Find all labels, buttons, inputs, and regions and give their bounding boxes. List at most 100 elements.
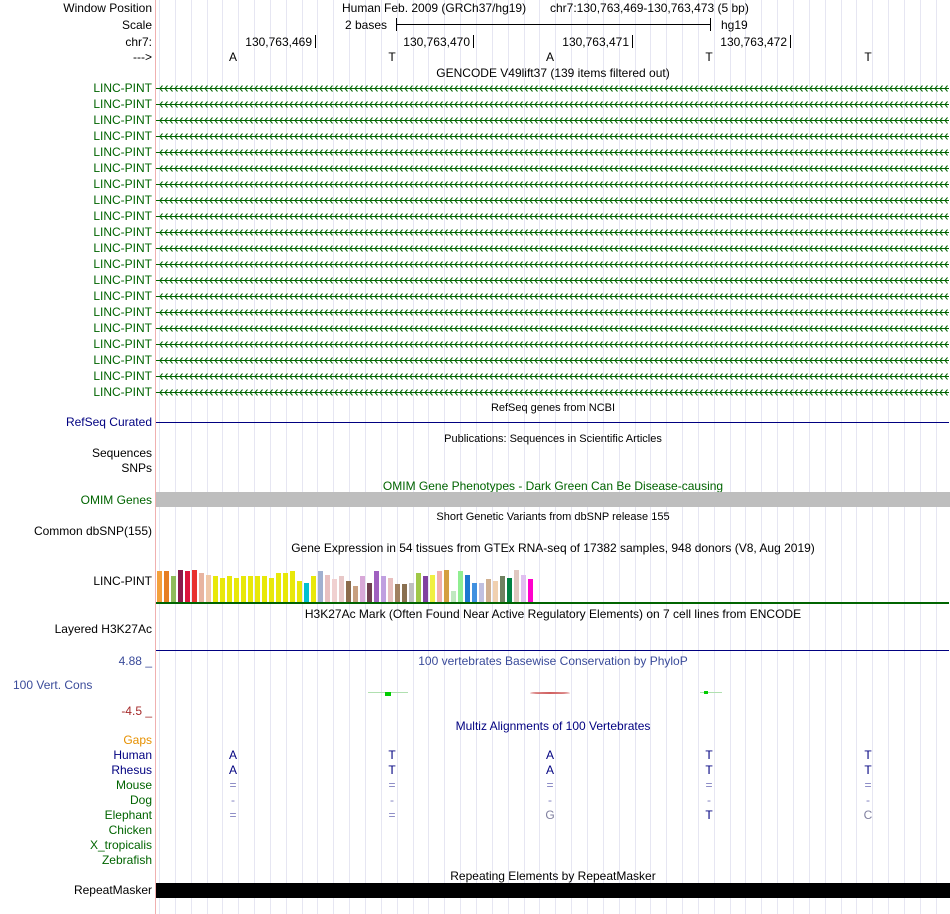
dbsnp-track-title[interactable]: Short Genetic Variants from dbSNP releas… — [436, 511, 670, 523]
gtex-tissue-bar[interactable] — [332, 579, 337, 602]
gtex-tissue-bar[interactable] — [493, 581, 498, 602]
gtex-tissue-bar[interactable] — [507, 578, 512, 602]
h3k27ac-track-title[interactable]: H3K27Ac Mark (Often Found Near Active Re… — [304, 607, 802, 621]
gtex-tissue-bar[interactable] — [192, 570, 197, 602]
gencode-gene-feature[interactable] — [156, 98, 949, 111]
gtex-tissue-bar[interactable] — [479, 583, 484, 602]
gtex-tissue-bar[interactable] — [353, 586, 358, 602]
gtex-tissue-bar[interactable] — [521, 575, 526, 602]
gencode-gene-label[interactable]: LINC-PINT — [93, 129, 152, 143]
gtex-tissue-bar[interactable] — [171, 576, 176, 602]
gtex-tissue-bar[interactable] — [451, 591, 456, 602]
gencode-gene-label[interactable]: LINC-PINT — [93, 145, 152, 159]
gencode-gene-feature[interactable] — [156, 130, 949, 143]
gencode-gene-label[interactable]: LINC-PINT — [93, 97, 152, 111]
gencode-gene-label[interactable]: LINC-PINT — [93, 241, 152, 255]
gencode-gene-feature[interactable] — [156, 210, 949, 223]
gencode-gene-feature[interactable] — [156, 162, 949, 175]
gencode-gene-feature[interactable] — [156, 290, 949, 303]
gtex-tissue-bar[interactable] — [290, 571, 295, 602]
gencode-gene-label[interactable]: LINC-PINT — [93, 177, 152, 191]
repeatmasker-label[interactable]: RepeatMasker — [73, 883, 152, 897]
gencode-gene-feature[interactable] — [156, 146, 949, 159]
dbsnp-label[interactable]: Common dbSNP(155) — [33, 524, 152, 538]
gtex-tissue-bar[interactable] — [500, 576, 505, 602]
gtex-tissue-bar[interactable] — [346, 581, 351, 602]
gtex-track-title[interactable]: Gene Expression in 54 tissues from GTEx … — [291, 541, 815, 555]
gtex-expression-bars[interactable] — [157, 556, 537, 602]
gtex-tissue-bar[interactable] — [318, 571, 323, 602]
gencode-gene-label[interactable]: LINC-PINT — [93, 161, 152, 175]
gtex-tissue-bar[interactable] — [227, 576, 232, 602]
gencode-gene-label[interactable]: LINC-PINT — [93, 209, 152, 223]
cons-label[interactable]: 100 Vert. Cons — [13, 678, 93, 692]
gtex-tissue-bar[interactable] — [255, 576, 260, 602]
repeatmasker-track-title[interactable]: Repeating Elements by RepeatMasker — [450, 869, 656, 883]
multiz-species-label[interactable]: X_tropicalis — [89, 838, 152, 852]
gtex-tissue-bar[interactable] — [437, 571, 442, 602]
gencode-gene-feature[interactable] — [156, 338, 949, 351]
gencode-gene-label[interactable]: LINC-PINT — [93, 257, 152, 271]
gtex-tissue-bar[interactable] — [514, 570, 519, 602]
gencode-gene-label[interactable]: LINC-PINT — [93, 289, 152, 303]
cons-track-title[interactable]: 100 vertebrates Basewise Conservation by… — [418, 654, 688, 668]
gencode-gene-label[interactable]: LINC-PINT — [93, 81, 152, 95]
gtex-tissue-bar[interactable] — [220, 578, 225, 602]
gencode-gene-label[interactable]: LINC-PINT — [93, 353, 152, 367]
gencode-gene-feature[interactable] — [156, 114, 949, 127]
gtex-tissue-bar[interactable] — [283, 573, 288, 602]
gencode-gene-label[interactable]: LINC-PINT — [93, 113, 152, 127]
multiz-track-title[interactable]: Multiz Alignments of 100 Vertebrates — [455, 719, 651, 733]
gtex-tissue-bar[interactable] — [444, 570, 449, 602]
multiz-species-label[interactable]: Chicken — [108, 823, 152, 837]
gencode-gene-label[interactable]: LINC-PINT — [93, 337, 152, 351]
refseq-label[interactable]: RefSeq Curated — [65, 415, 152, 429]
gtex-tissue-bar[interactable] — [402, 584, 407, 602]
gtex-tissue-bar[interactable] — [458, 571, 463, 602]
gencode-gene-label[interactable]: LINC-PINT — [93, 369, 152, 383]
omim-gene-bar[interactable] — [156, 492, 950, 507]
refseq-track-title[interactable]: RefSeq genes from NCBI — [490, 402, 616, 414]
gtex-tissue-bar[interactable] — [472, 583, 477, 602]
gencode-gene-feature[interactable] — [156, 242, 949, 255]
omim-label[interactable]: OMIM Genes — [80, 493, 152, 507]
gtex-tissue-bar[interactable] — [164, 571, 169, 602]
gtex-tissue-bar[interactable] — [311, 576, 316, 602]
gtex-tissue-bar[interactable] — [465, 575, 470, 602]
publications-track-title[interactable]: Publications: Sequences in Scientific Ar… — [444, 433, 662, 445]
gtex-tissue-bar[interactable] — [409, 583, 414, 602]
gencode-gene-feature[interactable] — [156, 370, 949, 383]
gtex-tissue-bar[interactable] — [276, 573, 281, 602]
multiz-species-label[interactable]: Zebrafish — [101, 853, 152, 867]
multiz-gaps-label[interactable]: Gaps — [123, 733, 152, 747]
multiz-species-label[interactable]: Mouse — [115, 778, 152, 792]
gtex-tissue-bar[interactable] — [388, 578, 393, 602]
gencode-gene-feature[interactable] — [156, 386, 949, 399]
gencode-track-title[interactable]: GENCODE V49lift37 (139 items filtered ou… — [436, 66, 670, 80]
gtex-tissue-bar[interactable] — [423, 576, 428, 602]
gtex-tissue-bar[interactable] — [234, 578, 239, 602]
gencode-gene-feature[interactable] — [156, 82, 949, 95]
gtex-tissue-bar[interactable] — [178, 570, 183, 602]
gencode-gene-label[interactable]: LINC-PINT — [93, 273, 152, 287]
multiz-species-label[interactable]: Human — [113, 748, 152, 762]
gencode-gene-label[interactable]: LINC-PINT — [93, 225, 152, 239]
gtex-tissue-bar[interactable] — [304, 583, 309, 602]
gencode-gene-feature[interactable] — [156, 178, 949, 191]
publications-snps-label[interactable]: SNPs — [121, 461, 152, 475]
gtex-tissue-bar[interactable] — [367, 583, 372, 602]
gtex-tissue-bar[interactable] — [199, 573, 204, 602]
gtex-tissue-bar[interactable] — [248, 576, 253, 602]
gencode-gene-label[interactable]: LINC-PINT — [93, 321, 152, 335]
gencode-gene-label[interactable]: LINC-PINT — [93, 305, 152, 319]
gtex-tissue-bar[interactable] — [360, 576, 365, 602]
multiz-species-label[interactable]: Dog — [129, 793, 152, 807]
gtex-tissue-bar[interactable] — [416, 573, 421, 602]
gencode-gene-label[interactable]: LINC-PINT — [93, 385, 152, 399]
gencode-gene-feature[interactable] — [156, 194, 949, 207]
gencode-gene-feature[interactable] — [156, 354, 949, 367]
h3k27ac-label[interactable]: Layered H3K27Ac — [54, 622, 152, 636]
repeatmasker-bar[interactable] — [156, 883, 950, 898]
gtex-tissue-bar[interactable] — [157, 571, 162, 602]
gtex-tissue-bar[interactable] — [206, 575, 211, 602]
